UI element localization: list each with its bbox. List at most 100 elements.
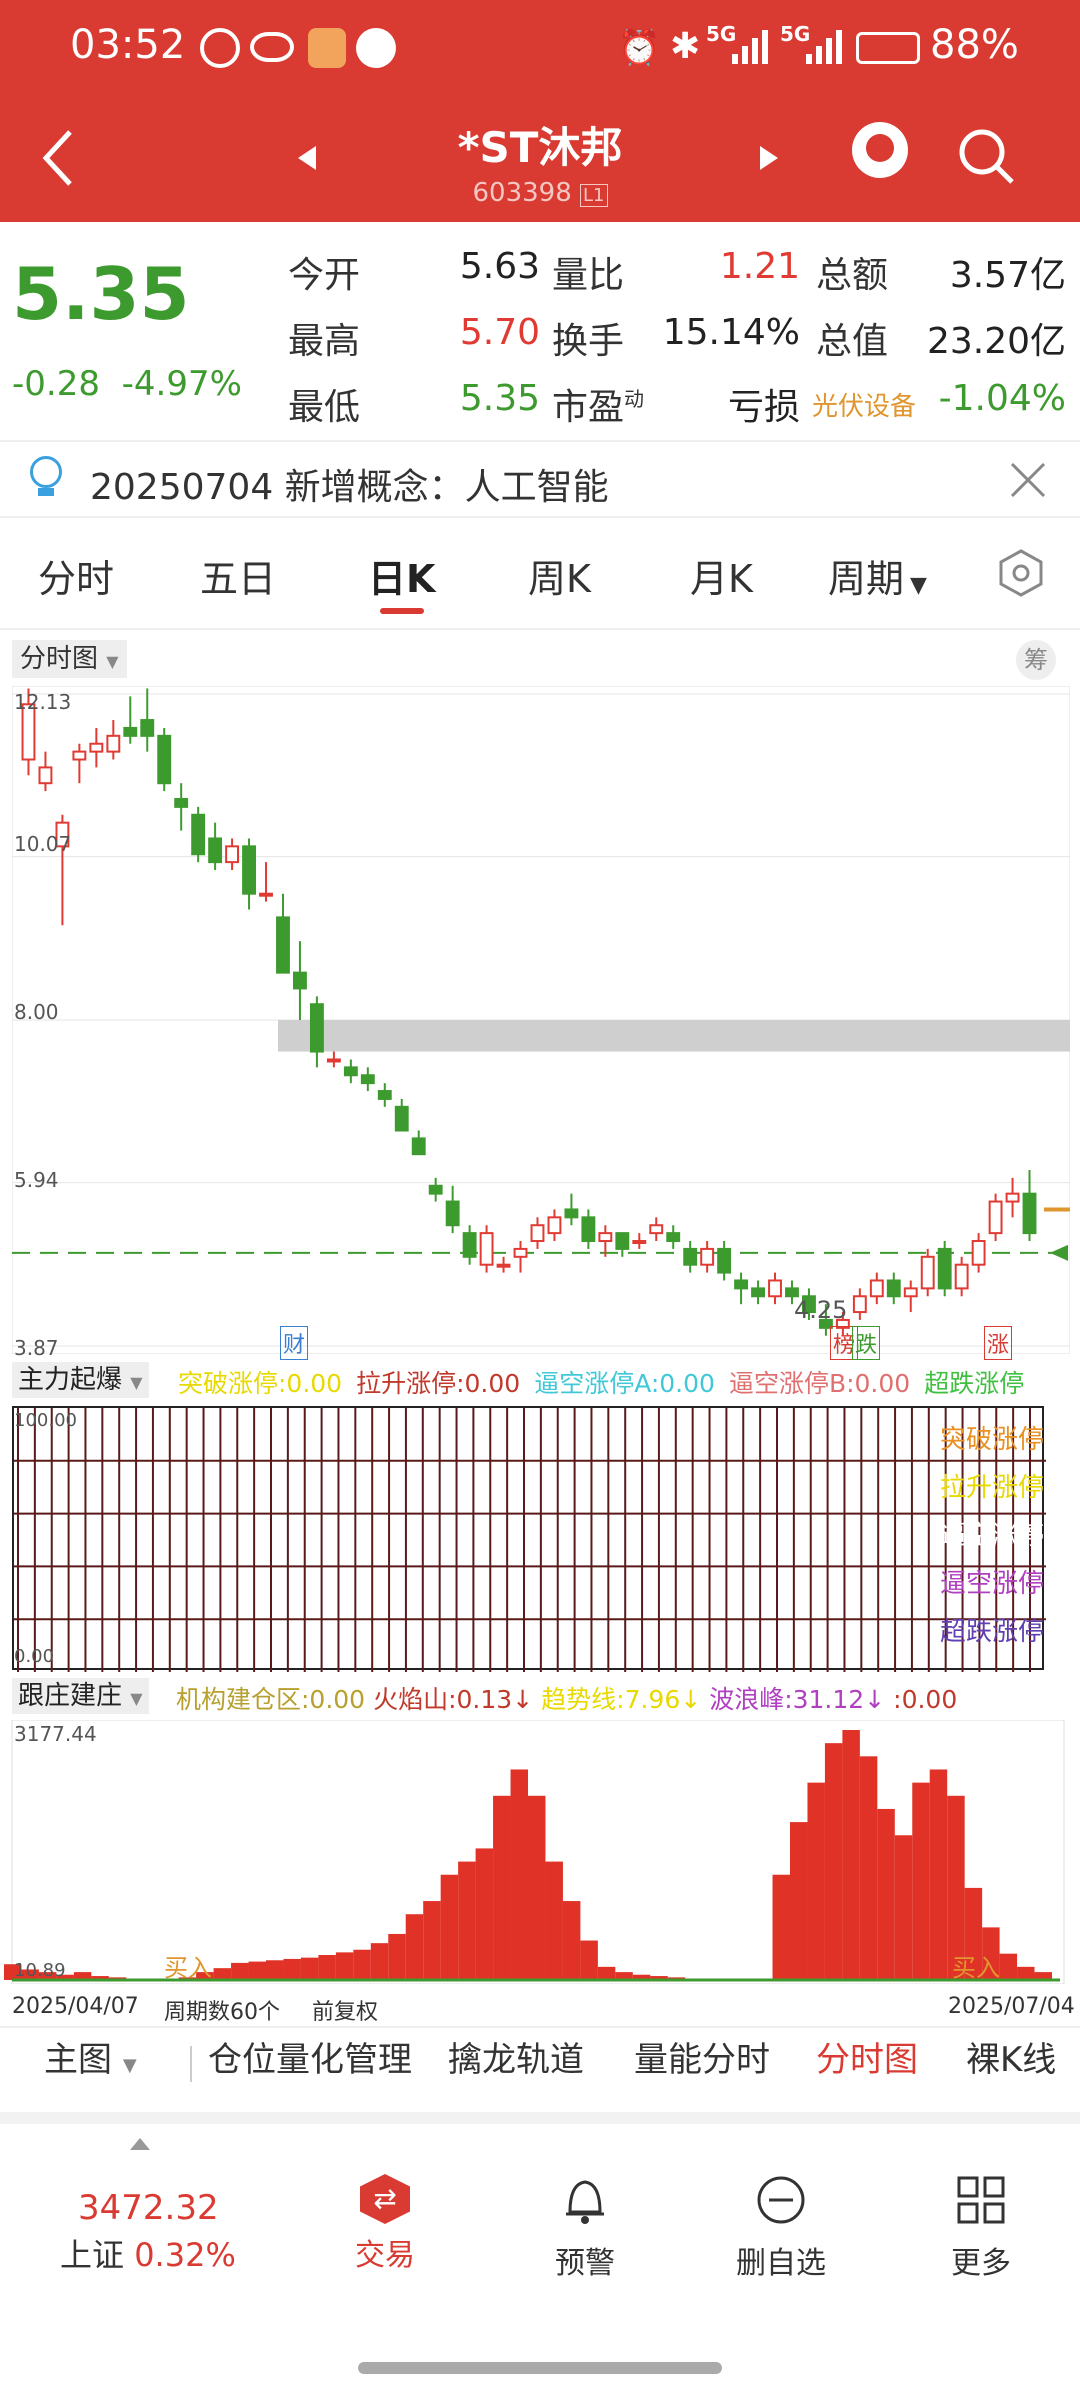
mcap-value: 23.20亿 (926, 321, 1066, 362)
legend-item: 突破涨停:0.00 (178, 1369, 343, 1398)
tab-monthly-k[interactable]: 月K (690, 557, 753, 601)
vr-value: 1.21 (719, 246, 800, 287)
period-count: 周期数60个 (164, 2000, 280, 2025)
indicator1-legend: 突破涨停:0.00 拉升涨停:0.00 逼空涨停A:0.00 逼空涨停B:0.00 超跌… (178, 1364, 1078, 1400)
bar (859, 1756, 878, 1980)
candle-body (971, 1240, 986, 1266)
tab-5day[interactable]: 五日 (200, 557, 277, 601)
candle-body (632, 1240, 647, 1245)
bar (38, 1972, 57, 1980)
net1-label: 5G (706, 22, 737, 46)
close-icon[interactable] (1010, 462, 1046, 498)
nav-trade[interactable]: ⇄ 交易 (320, 2174, 450, 2274)
list-marker[interactable]: 榜 (830, 1326, 859, 1360)
right-label: 突破涨停 (939, 1425, 1044, 1455)
chevron-down-icon: ▼ (910, 573, 927, 598)
candle-body (89, 742, 104, 753)
status-time: 03:52 (70, 22, 186, 68)
chip-distribution-button[interactable]: 筹 (1016, 640, 1056, 680)
right-label: 拉升涨停 (939, 1473, 1044, 1503)
cost-arrow (1050, 1244, 1068, 1261)
trade-icon: ⇄ (360, 2174, 410, 2224)
sector-name[interactable]: 光伏设备 (812, 392, 917, 422)
kline-chart[interactable] (12, 686, 1070, 1354)
tool-dragon-track[interactable]: 擒龙轨道 (448, 2040, 584, 2080)
nav-more[interactable]: 更多 (916, 2174, 1046, 2282)
prev-stock-icon[interactable] (296, 144, 318, 172)
legend-item: 机构建仓区:0.00 (176, 1685, 366, 1714)
index-info[interactable]: 上证 0.32% (60, 2236, 236, 2274)
candle-body (649, 1224, 664, 1235)
signal-icon (732, 30, 768, 64)
candle-body (598, 1232, 613, 1243)
next-stock-icon[interactable] (758, 144, 780, 172)
candle-body (768, 1279, 782, 1298)
bar (1034, 1972, 1052, 1980)
assistant-icon[interactable] (852, 122, 908, 178)
tool-naked-k[interactable]: 裸K线 (966, 2040, 1057, 2080)
drop-marker[interactable]: 跌 (852, 1326, 881, 1360)
bar (56, 1974, 74, 1980)
bar (999, 1953, 1018, 1980)
rise-marker[interactable]: 涨 (984, 1326, 1013, 1360)
bar (947, 1795, 965, 1980)
bar (772, 1874, 790, 1980)
pe-label: 市盈动 (552, 387, 645, 428)
adjust-mode[interactable]: 前复权 (312, 2000, 379, 2025)
candle-body (428, 1184, 443, 1195)
tab-weekly-k[interactable]: 周K (528, 557, 591, 601)
notice-text[interactable]: 20250704 新增概念：人工智能 (90, 467, 609, 508)
divider (0, 516, 1080, 518)
indicator1-right-labels: 突破涨停 拉升涨停 逼空涨停 逼空涨停 超跌涨停 (934, 1416, 1044, 1656)
candle-body (852, 1295, 867, 1314)
legend-item: :0.00 (893, 1685, 958, 1714)
candle-body (140, 719, 155, 737)
tab-period[interactable]: 周期 ▼ (828, 557, 927, 601)
bar (807, 1782, 825, 1980)
candle-body (394, 1105, 409, 1132)
nav-remove-watchlist[interactable]: 删自选 (716, 2174, 846, 2282)
divider (0, 2026, 1080, 2028)
candle-body (225, 845, 240, 864)
bar (964, 1887, 983, 1980)
bar (929, 1769, 948, 1980)
open-value: 5.63 (459, 246, 540, 287)
start-date: 2025/04/07 (12, 1994, 139, 2019)
bar (632, 1974, 651, 1980)
tool-position-mgmt[interactable]: 仓位量化管理 (208, 2040, 412, 2080)
indicator1-select[interactable]: 主力起爆 ▼ (12, 1362, 149, 1398)
candle-body (157, 734, 172, 785)
legend-item: 拉升涨停:0.00 (356, 1369, 521, 1398)
tool-intraday-chart[interactable]: 分时图 (816, 2040, 918, 2080)
candle-body (920, 1255, 935, 1290)
settings-icon[interactable] (996, 548, 1046, 598)
tool-volume-intraday[interactable]: 量能分时 (634, 2040, 770, 2080)
bar (615, 1972, 633, 1980)
tab-daily-k[interactable]: 日K (368, 557, 436, 601)
finance-marker[interactable]: 财 (280, 1326, 309, 1360)
search-icon[interactable] (956, 126, 1016, 186)
bar (440, 1874, 459, 1980)
turnover-label: 换手 (552, 321, 625, 362)
right-label: 超跌涨停 (939, 1617, 1044, 1647)
y-label: 8.00 (14, 1000, 59, 1024)
mcap-label: 总值 (816, 321, 889, 362)
candle-body (818, 1318, 833, 1329)
expand-icon[interactable] (130, 2138, 150, 2150)
ind1-y-bottom: 0.00 (14, 1646, 55, 1667)
tab-intraday[interactable]: 分时 (38, 557, 115, 601)
chart-mode-select[interactable]: 分时图 ▼ (12, 640, 127, 678)
legend-item: 火焰山:0.13↓ (373, 1685, 534, 1714)
candle-body (564, 1208, 579, 1219)
tool-main-chart[interactable]: 主图 ▼ (44, 2040, 137, 2080)
bar (894, 1835, 913, 1980)
indicator2-chart[interactable] (0, 1720, 1080, 1984)
bar (318, 1955, 336, 1980)
stock-header: *ST沐邦 603398 L1 (0, 100, 1080, 222)
back-icon[interactable] (40, 128, 76, 188)
nav-alert[interactable]: 预警 (520, 2174, 650, 2282)
indicator2-select[interactable]: 跟庄建庄 ▼ (12, 1678, 149, 1714)
candle-body (835, 1318, 850, 1329)
indicator1-panel[interactable] (12, 1406, 1046, 1672)
index-value[interactable]: 3472.32 (78, 2188, 219, 2228)
